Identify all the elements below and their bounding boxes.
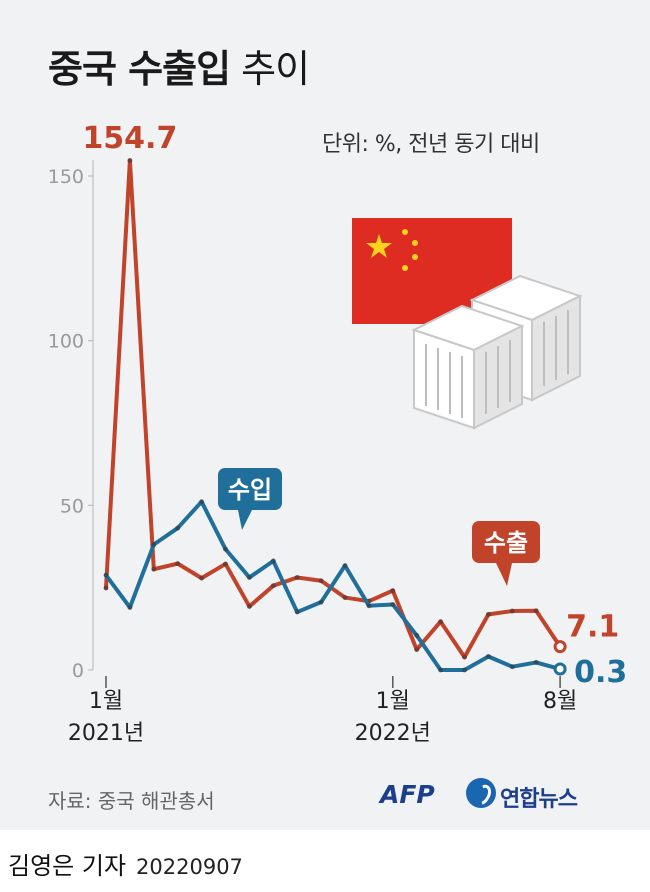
legend-export: 수출 [472, 521, 540, 586]
data-point [342, 595, 348, 601]
data-point [485, 611, 491, 617]
source-note: 자료: 중국 해관총서 [48, 789, 215, 813]
end-point-marker [553, 662, 567, 676]
x-tick-label: 8월 [543, 689, 577, 714]
publish-date: 20220907 [136, 855, 243, 879]
data-point [509, 608, 515, 614]
data-point [462, 667, 467, 673]
data-point [246, 574, 252, 580]
data-point [294, 609, 300, 615]
series-line-import [104, 499, 563, 672]
data-point [199, 575, 205, 581]
data-point [175, 525, 181, 531]
reporter-name: 김영은 기자 [8, 852, 127, 880]
y-tick-label: 50 [60, 495, 84, 517]
series-line-export [104, 158, 563, 660]
title-sub: 추이 [241, 47, 310, 91]
legend-import-text: 수입 [228, 476, 272, 504]
data-point [151, 566, 157, 572]
data-point [127, 158, 133, 164]
title-main: 중국 수출입 [48, 47, 231, 91]
data-point [270, 583, 276, 589]
data-point [103, 585, 109, 591]
yonhap-logo-icon [466, 778, 496, 808]
data-point [533, 659, 539, 665]
data-point [223, 546, 228, 552]
x-tick-year-label: 2021년 [68, 721, 144, 746]
data-point [342, 563, 348, 569]
cargo-crates-icon [411, 274, 583, 430]
data-point [509, 664, 515, 670]
data-point [175, 561, 181, 567]
peak-value-label: 154.7 [82, 121, 177, 156]
legend-import-box [218, 468, 282, 510]
unit-note: 단위: %, 전년 동기 대비 [322, 132, 540, 157]
legend-export-pointer [496, 563, 512, 586]
legend-export-text: 수출 [484, 529, 528, 557]
data-point [414, 632, 420, 638]
data-point [103, 572, 109, 578]
data-point [246, 603, 252, 609]
chart-card [0, 0, 650, 830]
data-point [223, 561, 228, 567]
data-point [294, 574, 300, 580]
end-point-marker [553, 640, 567, 654]
byline: 김영은 기자 20220907 [8, 846, 243, 881]
export-end-label: 7.1 [566, 610, 619, 645]
legend-import-pointer [238, 510, 252, 530]
yonhap-logo-text: 연합뉴스 [500, 787, 578, 812]
data-point [414, 647, 420, 653]
data-point [485, 653, 491, 659]
plot-area [103, 158, 567, 676]
data-point [462, 654, 467, 660]
data-point [438, 667, 444, 673]
data-point [533, 608, 539, 614]
import-end-label: 0.3 [574, 655, 627, 690]
y-tick-label: 100 [48, 331, 84, 353]
data-point [127, 604, 133, 610]
chart-title: 중국 수출입 추이 [48, 38, 310, 93]
x-tick-label: 1월 [89, 689, 123, 714]
x-tick-year-label: 2022년 [355, 721, 431, 746]
data-point [199, 499, 205, 505]
data-point [390, 588, 396, 594]
data-point [390, 601, 396, 607]
data-point [438, 619, 444, 625]
data-point [366, 603, 372, 609]
y-tick-label: 0 [72, 660, 84, 682]
legend-export-box [472, 521, 540, 563]
y-tick-label: 150 [48, 166, 84, 188]
chart-axes: 0 50 100 150 1월 2021년 1월 2022년 8월 [48, 160, 577, 746]
legend-import: 수입 [218, 468, 282, 530]
data-point [318, 578, 324, 584]
x-tick-label: 1월 [376, 689, 410, 714]
data-point [318, 599, 324, 605]
data-point [270, 558, 276, 564]
data-point [151, 542, 157, 548]
line-chart: 0 50 100 150 1월 2021년 1월 2022년 8월 154.7 7.1 0.3 수입수… [48, 121, 628, 746]
afp-logo: AFP [380, 780, 435, 809]
